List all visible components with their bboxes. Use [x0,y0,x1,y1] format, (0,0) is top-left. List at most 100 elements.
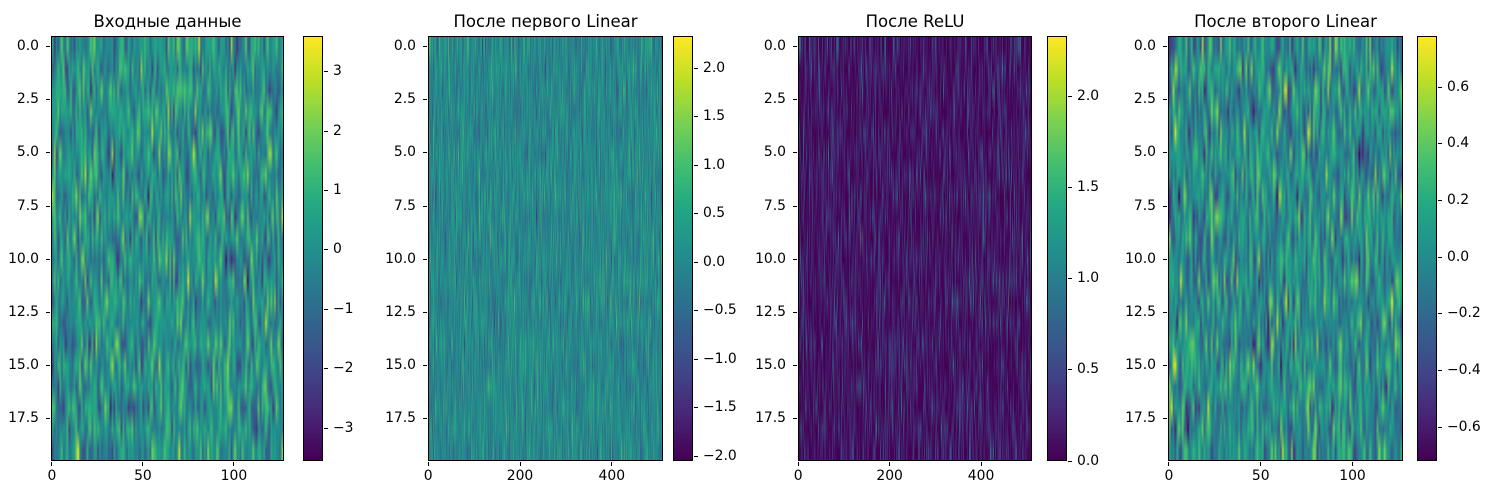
colorbar-tick-mark [1068,460,1072,462]
colorbar-canvas [304,37,322,460]
y-tick-label: 0.0 [1133,38,1156,55]
y-tick-label: 12.5 [8,303,39,320]
colorbar-tick-mark [1068,278,1072,280]
colorbar-tick-mark [1438,369,1442,371]
colorbar-tick-mark [324,71,328,73]
colorbar-tick-mark [1068,369,1072,371]
y-tick-label: 7.5 [1133,197,1156,214]
x-tick-mark [1260,462,1262,466]
colorbar-tick-label: 3 [333,63,342,80]
colorbar-tick-mark [324,368,328,370]
colorbar-tick-label: 2.0 [703,59,726,76]
colorbar-tick-label: −1 [333,300,354,317]
y-tick-mark [793,258,797,260]
y-tick-mark [46,364,50,366]
colorbar-tick-mark [694,213,698,215]
colorbar-canvas [1048,37,1066,460]
y-tick-mark [1163,99,1167,101]
x-tick-mark [233,462,235,466]
y-tick-label: 12.5 [385,303,416,320]
colorbar-tick-mark [694,116,698,118]
colorbar-tick-label: 0.5 [703,205,726,222]
plot-area [798,36,1032,461]
heatmap-canvas [799,37,1031,460]
y-tick-mark [1163,152,1167,154]
colorbar-tick-label: 0 [333,241,342,258]
y-tick-mark [46,258,50,260]
y-tick-mark [1163,364,1167,366]
panel-title: Входные данные [93,12,242,31]
heatmap-canvas [1169,37,1402,460]
x-tick-label: 0 [47,468,57,484]
plot-area [1168,36,1403,461]
x-tick-label: 200 [876,468,903,484]
y-tick-label: 10.0 [1125,250,1156,267]
y-tick-label: 10.0 [385,250,416,267]
colorbar-tick-label: −1.0 [703,350,737,367]
y-tick-label: 10.0 [755,250,786,267]
colorbar-tick-label: 2 [333,122,342,139]
colorbar-tick-mark [694,358,698,360]
colorbar-canvas [674,37,692,460]
colorbar-tick-mark [1438,426,1442,428]
y-tick-mark [46,311,50,313]
colorbar [1047,36,1067,461]
heatmap-canvas [52,37,283,460]
colorbar-tick-mark [1068,186,1072,188]
colorbar-tick-mark [1068,95,1072,97]
colorbar-tick-label: 1.5 [703,108,726,125]
y-tick-label: 2.5 [16,91,39,108]
y-tick-label: 15.0 [8,356,39,373]
colorbar-canvas [1418,37,1436,460]
x-tick-mark [889,462,891,466]
y-tick-label: 7.5 [16,197,39,214]
y-tick-label: 15.0 [385,356,416,373]
colorbar-tick-mark [694,261,698,263]
y-tick-label: 10.0 [8,250,39,267]
colorbar-tick-mark [1438,143,1442,145]
colorbar-tick-label: 1 [333,182,342,199]
colorbar-tick-label: −0.2 [1447,305,1481,322]
x-tick-label: 50 [134,468,152,484]
y-tick-label: 17.5 [8,410,39,426]
y-tick-label: 7.5 [763,197,786,214]
x-tick-label: 50 [1251,468,1270,484]
y-tick-mark [1163,205,1167,207]
y-tick-label: 0.0 [16,38,39,55]
x-tick-label: 0 [793,468,803,484]
x-tick-mark [519,462,521,466]
colorbar-tick-mark [1438,256,1442,258]
y-tick-mark [46,99,50,101]
colorbar [673,36,693,461]
colorbar-tick-mark [694,407,698,409]
y-tick-mark [46,205,50,207]
y-tick-label: 5.0 [763,144,786,161]
colorbar-tick-label: −0.4 [1447,361,1481,378]
y-tick-mark [793,311,797,313]
y-tick-mark [793,364,797,366]
x-tick-label: 0 [1164,468,1174,484]
y-tick-label: 7.5 [393,197,416,214]
x-tick-mark [51,462,53,466]
panel-title: После ReLU [865,12,965,31]
y-tick-mark [1163,311,1167,313]
y-tick-label: 2.5 [763,91,786,108]
y-tick-mark [793,46,797,48]
y-tick-mark [423,46,427,48]
colorbar-tick-mark [1438,86,1442,88]
y-tick-mark [423,311,427,313]
x-tick-label: 100 [220,468,248,484]
y-tick-label: 2.5 [393,91,416,108]
colorbar-tick-mark [694,164,698,166]
x-tick-mark [1168,462,1170,466]
colorbar-tick-label: 0.0 [1077,452,1100,469]
colorbar-tick-label: −0.6 [1447,418,1481,435]
x-tick-mark [427,462,429,466]
y-tick-mark [423,99,427,101]
y-tick-label: 5.0 [16,144,39,161]
y-tick-mark [423,258,427,260]
colorbar-tick-mark [324,427,328,429]
